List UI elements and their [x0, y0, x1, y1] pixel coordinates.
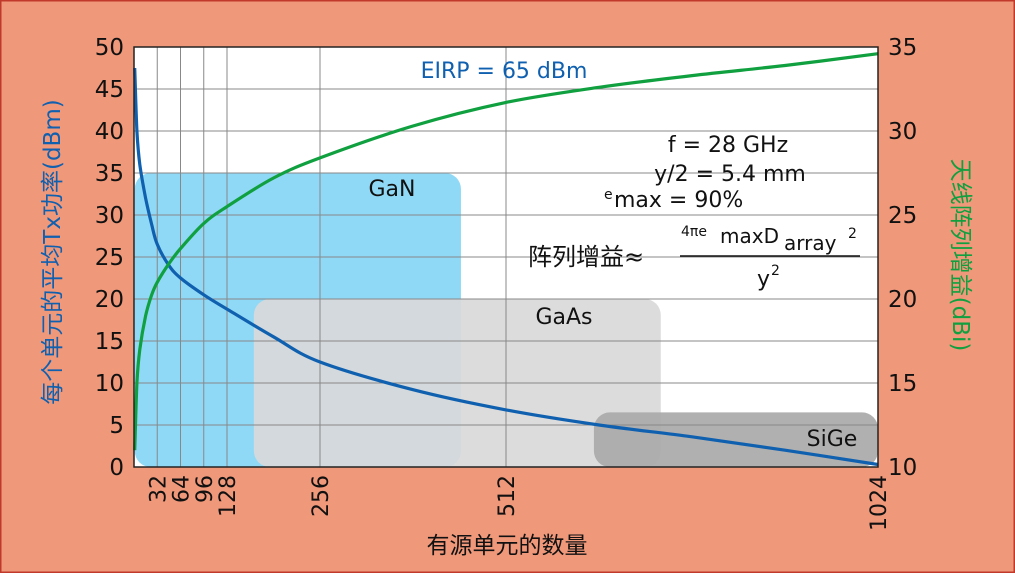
right-y-tick-label: 10	[888, 455, 917, 481]
left-y-tick-label: 25	[95, 245, 124, 271]
left-y-tick-label: 5	[109, 413, 124, 439]
spacing-label: y/2 = 5.4 mm	[654, 162, 806, 187]
series-lines	[133, 52, 879, 467]
right-y-tick-label: 30	[888, 119, 917, 145]
eirp-label: EIRP = 65 dBm	[421, 59, 588, 84]
x-tick-label: 1024	[867, 475, 892, 531]
left-y-tick-label: 0	[109, 455, 124, 481]
series-line-array-gain	[133, 52, 879, 451]
formula-denominator: y	[757, 267, 770, 292]
x-tick-label: 32	[146, 475, 171, 503]
right-y-axis: 10 15 20 25 30 35	[888, 35, 917, 481]
frequency-label: f = 28 GHz	[668, 133, 788, 158]
efficiency-sup: e	[604, 187, 613, 203]
region-label-sige: SiGe	[807, 427, 858, 452]
left-y-tick-label: 10	[95, 371, 124, 397]
left-y-tick-label: 50	[95, 35, 124, 61]
x-tick-label: 256	[309, 475, 334, 517]
annotations: EIRP = 65 dBm f = 28 GHz y/2 = 5.4 mm e …	[421, 59, 860, 292]
x-axis-title: 有源单元的数量	[427, 533, 588, 559]
x-tick-label: 96	[193, 475, 218, 503]
left-y-axis: 0 5 10 15 20 25 30 35 40 45 50	[95, 35, 124, 481]
x-tick-label: 512	[495, 475, 520, 517]
left-y-tick-label: 30	[95, 203, 124, 229]
x-tick-label: 64	[170, 475, 195, 503]
right-y-axis-title: 天线阵列增益(dBi)	[947, 159, 973, 352]
left-y-tick-label: 15	[95, 329, 124, 355]
x-tick-label: 128	[216, 475, 241, 517]
right-y-tick-label: 25	[888, 203, 917, 229]
formula-denominator-exp: 2	[771, 263, 780, 279]
left-y-tick-label: 35	[95, 161, 124, 187]
plot-area: GaN GaAs SiGe	[133, 46, 879, 468]
series-line-tx-power	[133, 67, 879, 467]
left-y-tick-label: 45	[95, 77, 124, 103]
left-y-tick-label: 40	[95, 119, 124, 145]
right-y-tick-label: 15	[888, 371, 917, 397]
right-y-tick-label: 20	[888, 287, 917, 313]
region-label-gaas: GaAs	[535, 305, 592, 330]
plot-border	[133, 46, 879, 468]
formula-numerator-sup: 4πe	[681, 224, 707, 240]
formula-lhs: 阵列增益≈	[528, 243, 644, 271]
region-label-gan: GaN	[369, 177, 416, 202]
formula-numerator-main: maxD	[720, 224, 779, 248]
left-y-tick-label: 20	[95, 287, 124, 313]
right-y-tick-label: 35	[888, 35, 917, 61]
grid-lines	[134, 47, 878, 467]
efficiency-label: max = 90%	[614, 188, 743, 213]
formula-numerator-tail: array	[784, 231, 837, 255]
formula-numerator-exp: 2	[848, 226, 857, 242]
left-y-axis-title: 每个单元的平均Tx功率(dBm)	[40, 99, 66, 404]
